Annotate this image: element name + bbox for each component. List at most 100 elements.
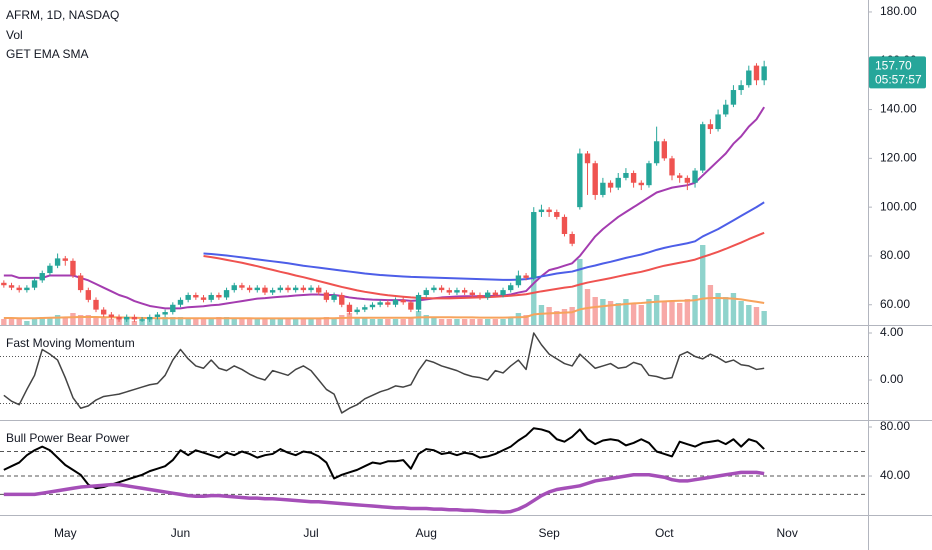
candle-body	[469, 292, 476, 295]
volume-bar	[638, 305, 644, 325]
candle-body	[216, 294, 222, 298]
volume-bar	[446, 319, 452, 325]
candle-body	[377, 302, 383, 305]
x-tick-label: Oct	[655, 526, 674, 540]
volume-bar	[147, 319, 153, 325]
candle-body	[508, 285, 514, 291]
candle-body	[500, 290, 506, 295]
volume-bar	[139, 319, 145, 325]
volume-bar	[676, 303, 683, 325]
volume-bar	[162, 317, 168, 325]
candle-body	[24, 287, 30, 291]
indicator-line	[3, 297, 765, 320]
candle-body	[438, 287, 445, 291]
volume-bar	[193, 319, 199, 325]
volume-bar	[131, 321, 138, 325]
volume-bar	[646, 299, 652, 325]
volume-bar	[300, 319, 307, 325]
candle-body	[323, 292, 330, 300]
candle-body	[339, 294, 345, 305]
candle-body	[269, 290, 276, 293]
candle-body	[231, 285, 237, 291]
candle-body	[630, 172, 637, 183]
candle-body	[300, 287, 307, 291]
candle-body	[669, 158, 675, 176]
volume-bar	[408, 317, 414, 325]
candle-body	[446, 290, 452, 293]
indicator-label: GET EMA SMA	[6, 47, 88, 61]
volume-bar	[39, 317, 45, 325]
volume-bar	[116, 319, 122, 325]
volume-bar	[746, 305, 752, 325]
y-tick-label: 120.00	[880, 151, 917, 165]
candle-body	[170, 304, 176, 313]
y-tick-label: 100.00	[880, 199, 917, 213]
volume-bar	[700, 245, 706, 325]
candle-body	[385, 302, 391, 305]
candle-body	[753, 65, 760, 81]
volume-bar	[538, 305, 545, 325]
volume-bar	[362, 317, 368, 325]
volume-bar	[546, 307, 552, 325]
volume-bar	[400, 319, 406, 325]
candle-body	[600, 182, 606, 195]
candle-body	[707, 124, 714, 130]
volume-bar	[239, 319, 245, 325]
candle-body	[653, 141, 660, 164]
volume-bar	[285, 319, 291, 325]
volume-bar	[200, 319, 207, 325]
volume-bar	[377, 319, 383, 325]
candle-body	[592, 163, 598, 195]
symbol-title: AFRM, 1D, NASDAQ	[6, 8, 119, 22]
countdown-label: 05:57:57	[875, 73, 922, 87]
candle-body	[692, 170, 698, 183]
volume-bar	[331, 319, 337, 325]
candle-body	[431, 287, 437, 291]
x-tick-label: Jun	[171, 526, 190, 540]
volume-bar	[277, 319, 284, 325]
candle-body	[254, 287, 260, 291]
volume-bar	[85, 315, 92, 325]
volume-bar	[653, 295, 660, 325]
volume-bar	[761, 311, 767, 325]
volume-bar	[454, 319, 460, 325]
volume-bar	[600, 299, 606, 325]
candle-body	[492, 292, 499, 295]
y-tick-label: 180.00	[880, 4, 917, 18]
panel-title: Fast Moving Momentum	[6, 336, 135, 350]
volume-bar	[77, 315, 84, 325]
candle-body	[47, 265, 53, 274]
volume-bar	[554, 311, 560, 325]
candle-body	[177, 299, 184, 305]
candle-body	[70, 260, 76, 276]
candle-body	[100, 309, 107, 315]
volume-bar	[154, 319, 161, 325]
volume-bar	[170, 317, 176, 325]
indicator-label: Vol	[6, 28, 23, 42]
candle-body	[607, 182, 614, 188]
candle-body	[147, 316, 153, 320]
volume-bar	[208, 319, 214, 325]
candle-body	[200, 297, 207, 300]
candle-body	[208, 294, 214, 300]
volume-bar	[392, 319, 399, 325]
volume-bar	[292, 319, 299, 325]
candle-body	[131, 316, 138, 320]
x-tick-label: May	[54, 526, 77, 540]
candle-body	[661, 141, 668, 159]
candle-body	[415, 294, 422, 310]
candle-body	[423, 290, 429, 295]
candle-body	[730, 90, 737, 105]
candle-body	[77, 275, 84, 291]
candle-body	[354, 309, 360, 313]
volume-bar	[423, 315, 429, 325]
candle-body	[108, 314, 115, 317]
candle-body	[8, 285, 15, 288]
volume-bar	[523, 315, 529, 325]
candle-body	[554, 212, 560, 217]
candle-body	[239, 285, 245, 288]
volume-bar	[438, 319, 445, 325]
indicator-line	[3, 427, 765, 490]
candle-body	[185, 294, 191, 300]
